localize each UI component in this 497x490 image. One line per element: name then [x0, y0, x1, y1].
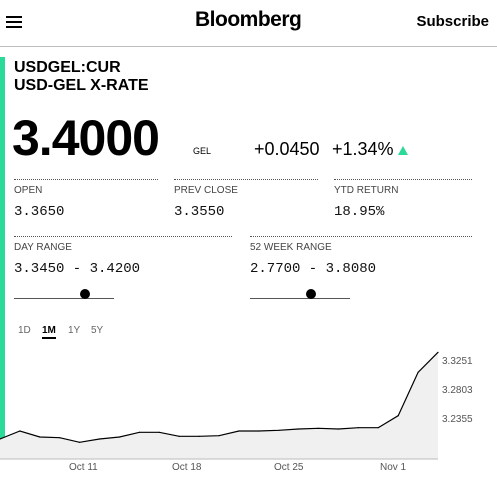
chart-point [278, 429, 280, 431]
chart-point [337, 428, 340, 430]
chart-point [357, 427, 359, 429]
y-tick-label: 3.2803 [442, 385, 473, 396]
chart-point [377, 427, 379, 429]
x-tick-label: Oct 11 [69, 462, 98, 473]
y-tick-label: 3.3251 [442, 356, 473, 367]
tab-5y[interactable]: 5Y [91, 325, 104, 336]
52-week-range-label: 52 WEEK RANGE [250, 242, 332, 253]
x-tick-label: Oct 18 [172, 462, 202, 473]
ticker-name: USD-GEL X-RATE [14, 77, 149, 94]
ytd-return-value: 18.95% [334, 204, 385, 220]
divider [174, 179, 318, 180]
chart-point [79, 441, 81, 443]
day-range-label: DAY RANGE [14, 242, 72, 253]
hamburger-line [6, 21, 22, 23]
chart-point [238, 430, 240, 432]
open-value: 3.3650 [14, 204, 65, 220]
accent-bar [0, 57, 5, 457]
chart-point [317, 427, 320, 429]
ytd-return-label: YTD RETURN [334, 185, 399, 196]
chart-point [417, 371, 419, 373]
chart-point [19, 430, 21, 432]
open-label: OPEN [14, 185, 43, 196]
chart-point [98, 438, 101, 440]
day-range-value: 3.3450 - 3.4200 [14, 261, 141, 277]
chart-point [397, 415, 399, 417]
chart-point [178, 435, 180, 437]
divider [250, 236, 472, 237]
chart-point [298, 428, 300, 430]
x-tick-label: Oct 25 [274, 462, 304, 473]
divider [334, 179, 472, 180]
x-tick-label: Nov 1 [380, 462, 407, 473]
tab-1y[interactable]: 1Y [68, 325, 81, 336]
chart-point [59, 437, 61, 439]
chart-point [198, 435, 200, 437]
price-currency: GEL [193, 146, 212, 156]
hamburger-line [6, 26, 22, 28]
bloomberg-logo[interactable]: Bloomberg [195, 8, 302, 31]
ticker-symbol: USDGEL:CUR [14, 59, 121, 76]
day-range-track [14, 298, 114, 299]
chart-svg [0, 351, 439, 460]
price-value: 3.4000 [12, 110, 160, 166]
chart-point [39, 436, 41, 438]
divider [14, 236, 232, 237]
52-week-range-track [250, 298, 350, 299]
chart-area [0, 352, 438, 459]
y-tick-label: 3.2355 [442, 414, 473, 425]
chart-point [218, 435, 220, 437]
price-change-percent: +1.34% [332, 139, 394, 159]
price-change: +0.0450 [254, 139, 320, 159]
tab-1d[interactable]: 1D [18, 325, 31, 336]
up-arrow-icon [398, 146, 408, 155]
chart-point [437, 351, 439, 353]
chart-point [258, 430, 260, 432]
chart-point [0, 438, 1, 440]
chart-point [138, 431, 140, 433]
chart-point [158, 431, 160, 433]
subscribe-link[interactable]: Subscribe [416, 13, 489, 30]
price-chart: 3.3251 3.2803 3.2355 Oct 11 Oct 18 Oct 2… [0, 349, 497, 490]
hamburger-menu-icon[interactable] [6, 16, 22, 28]
hamburger-line [6, 16, 22, 18]
52-week-range-value: 2.7700 - 3.8080 [250, 261, 377, 277]
prev-close-label: PREV CLOSE [174, 185, 238, 196]
tab-1m[interactable]: 1M [42, 325, 56, 339]
day-range-marker [80, 289, 90, 299]
top-bar: Bloomberg Subscribe [0, 0, 497, 47]
divider [14, 179, 158, 180]
prev-close-value: 3.3550 [174, 204, 225, 220]
chart-point [118, 436, 121, 438]
52-week-range-marker [306, 289, 316, 299]
